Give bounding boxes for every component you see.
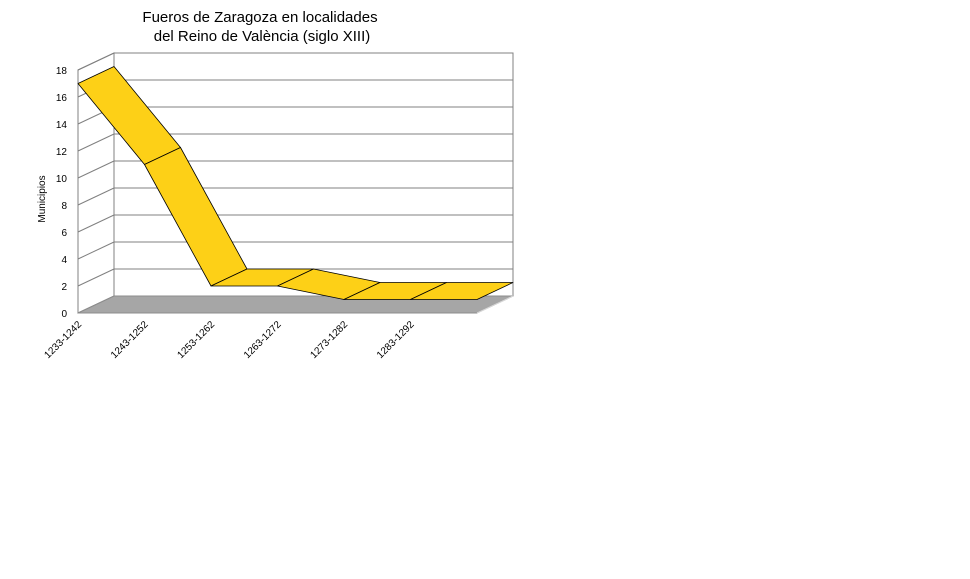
y-tick-label: 12: [56, 147, 68, 158]
y-tick-label: 2: [61, 282, 67, 293]
y-axis-label: Municipios: [37, 175, 48, 222]
y-tick-label: 8: [61, 201, 67, 212]
x-tick-label: 1253-1262: [176, 319, 218, 361]
gridline-side: [77, 214, 115, 233]
y-tick-label: 14: [56, 120, 68, 131]
y-tick-label: 6: [61, 228, 67, 239]
y-tick-label: 0: [61, 309, 67, 320]
x-tick-label: 1243-1252: [109, 319, 151, 361]
chart-title-line-1: Fueros de Zaragoza en localidades: [142, 9, 377, 26]
x-tick-label: 1263-1272: [242, 319, 284, 361]
y-tick-labels: 0 2 4 6 8 10 12 14 16 18: [56, 66, 68, 320]
gridline-side: [77, 160, 115, 179]
y-tick-label: 10: [56, 174, 68, 185]
x-tick-labels: 1233-1242 1243-1252 1253-1262 1263-1272 1273…: [43, 319, 417, 361]
y-tick-label: 4: [61, 255, 67, 266]
floor-edge: [476, 295, 514, 314]
x-tick-label: 1273-1282: [309, 319, 351, 361]
chart-title-line-2: del Reino de València (siglo XIII): [154, 28, 371, 45]
gridline-side: [77, 133, 115, 152]
gridline-side: [77, 268, 115, 287]
y-tick-label: 18: [56, 66, 68, 77]
ribbon-segment-1283-1292: [410, 282, 514, 300]
data-ribbon: [77, 66, 514, 300]
gridline-side: [77, 241, 115, 260]
x-tick-label: 1233-1242: [43, 319, 85, 361]
y-tick-label: 16: [56, 93, 68, 104]
gridline-side: [77, 187, 115, 206]
gridline-side: [77, 52, 115, 71]
x-tick-label: 1283-1292: [375, 319, 417, 361]
